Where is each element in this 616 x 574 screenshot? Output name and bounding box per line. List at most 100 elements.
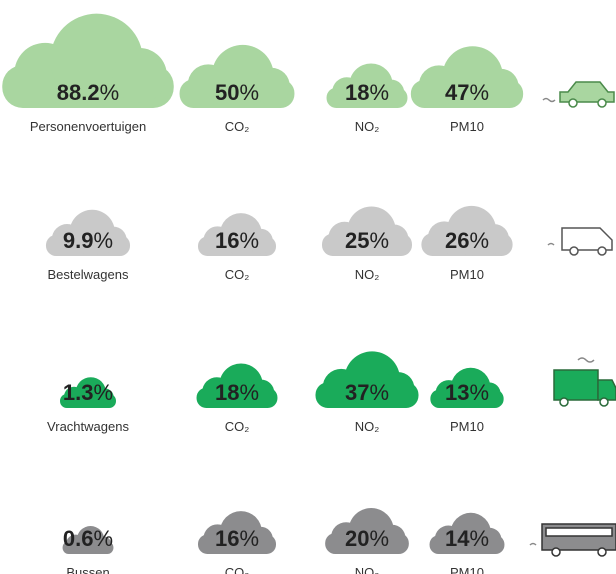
- caption: PM10: [450, 565, 484, 574]
- caption: PM10: [450, 267, 484, 282]
- cloud-puff: [99, 226, 127, 254]
- cloud: [430, 367, 504, 408]
- caption: NO₂: [355, 565, 380, 574]
- percentage: 1.3%: [63, 380, 113, 405]
- caption: NO₂: [355, 267, 380, 282]
- truck-icon: [553, 357, 616, 407]
- cloud: [326, 63, 408, 108]
- caption: NO₂: [355, 419, 380, 434]
- percentage: 16%: [215, 228, 259, 253]
- caption: Bestelwagens: [48, 267, 129, 282]
- caption: PM10: [450, 419, 484, 434]
- cloud-puff: [247, 228, 273, 254]
- value: 18: [215, 380, 239, 405]
- unit: %: [239, 80, 259, 105]
- caption: Personenvoertuigen: [30, 119, 146, 134]
- cloud-puff: [381, 371, 415, 405]
- value: 25: [345, 228, 369, 253]
- unit: %: [469, 80, 489, 105]
- value: 50: [215, 80, 239, 105]
- cloud: [198, 213, 276, 256]
- cloud-puff: [95, 388, 114, 407]
- value: 20: [345, 526, 369, 551]
- cloud: [322, 206, 412, 256]
- caption: CO₂: [225, 119, 250, 134]
- cloud-puff: [95, 536, 112, 553]
- value: 14: [445, 526, 470, 551]
- percentage: 16%: [215, 526, 259, 551]
- value: 47: [445, 80, 469, 105]
- car-icon: [542, 81, 615, 108]
- unit: %: [369, 380, 389, 405]
- percentage: 13%: [445, 380, 489, 405]
- cloud-puff: [253, 67, 290, 105]
- cloud: [179, 44, 295, 108]
- unit: %: [469, 526, 489, 551]
- unit: %: [239, 380, 259, 405]
- value: 0.6: [63, 526, 94, 551]
- percentage: 20%: [345, 526, 389, 551]
- unit: %: [369, 80, 389, 105]
- caption: CO₂: [225, 267, 250, 282]
- cloud: [325, 507, 409, 554]
- caption: PM10: [450, 119, 484, 134]
- unit: %: [369, 526, 389, 551]
- unit: %: [469, 380, 489, 405]
- cloud: [2, 13, 174, 108]
- caption: CO₂: [225, 565, 250, 574]
- value: 37: [345, 380, 369, 405]
- percentage: 0.6%: [63, 526, 113, 551]
- caption: NO₂: [355, 119, 380, 134]
- cloud: [60, 377, 116, 408]
- unit: %: [94, 526, 114, 551]
- caption: CO₂: [225, 419, 250, 434]
- cloud: [315, 351, 419, 408]
- cloud: [421, 205, 513, 256]
- unit: %: [369, 228, 389, 253]
- cloud: [45, 209, 131, 256]
- unit: %: [94, 380, 114, 405]
- van-icon: [547, 227, 613, 256]
- value: 16: [215, 526, 239, 551]
- percentage: 50%: [215, 80, 259, 105]
- cloud: [198, 511, 276, 554]
- cloud: [410, 46, 524, 108]
- percentage: 26%: [445, 228, 489, 253]
- value: 26: [445, 228, 469, 253]
- percentage: 18%: [215, 380, 259, 405]
- cloud-puff: [477, 527, 502, 552]
- cloud-puff: [482, 68, 519, 105]
- percentage: 88.2%: [57, 80, 119, 105]
- value: 9.9: [63, 228, 94, 253]
- value: 16: [215, 228, 239, 253]
- cloud-puff: [248, 379, 275, 406]
- cloud: [429, 512, 505, 554]
- unit: %: [239, 526, 259, 551]
- value: 88.2: [57, 80, 100, 105]
- cloud-puff: [479, 224, 509, 254]
- value: 1.3: [63, 380, 94, 405]
- unit: %: [94, 228, 114, 253]
- percentage: 25%: [345, 228, 389, 253]
- percentage: 37%: [345, 380, 389, 405]
- unit: %: [239, 228, 259, 253]
- unit: %: [100, 80, 120, 105]
- cloud-puff: [378, 79, 405, 106]
- cloud: [62, 526, 114, 554]
- cloud: [196, 363, 278, 408]
- percentage: 18%: [345, 80, 389, 105]
- bus-icon: [529, 523, 616, 557]
- caption: Vrachtwagens: [47, 419, 129, 434]
- cloud-puff: [477, 382, 501, 406]
- percentage: 9.9%: [63, 228, 113, 253]
- value: 18: [345, 80, 369, 105]
- cloud-puff: [247, 526, 273, 552]
- cloud-puff: [378, 524, 406, 552]
- value: 13: [445, 380, 469, 405]
- cloud-puff: [379, 224, 409, 254]
- percentage: 14%: [445, 526, 489, 551]
- percentage: 47%: [445, 80, 489, 105]
- unit: %: [469, 228, 489, 253]
- cloud-puff: [112, 47, 167, 103]
